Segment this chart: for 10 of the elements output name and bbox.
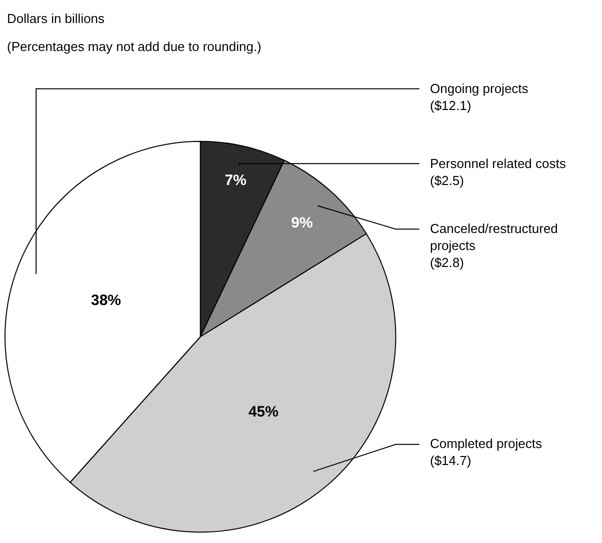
slice-label: Canceled/restructured projects ($2.8) <box>430 221 558 270</box>
data-label: 38% <box>90 292 122 310</box>
chart-subtitle: (Percentages may not add due to rounding.) <box>7 39 262 54</box>
data-label: 7% <box>224 172 246 190</box>
data-label: 45% <box>248 403 278 420</box>
slice-label: Ongoing projects ($12.1) <box>430 81 529 113</box>
chart-title: Dollars in billions <box>7 11 106 26</box>
slice-label: Completed projects ($14.7) <box>430 436 542 468</box>
data-label: 9% <box>291 214 313 232</box>
slice-label: Personnel related costs ($2.5) <box>430 156 566 188</box>
